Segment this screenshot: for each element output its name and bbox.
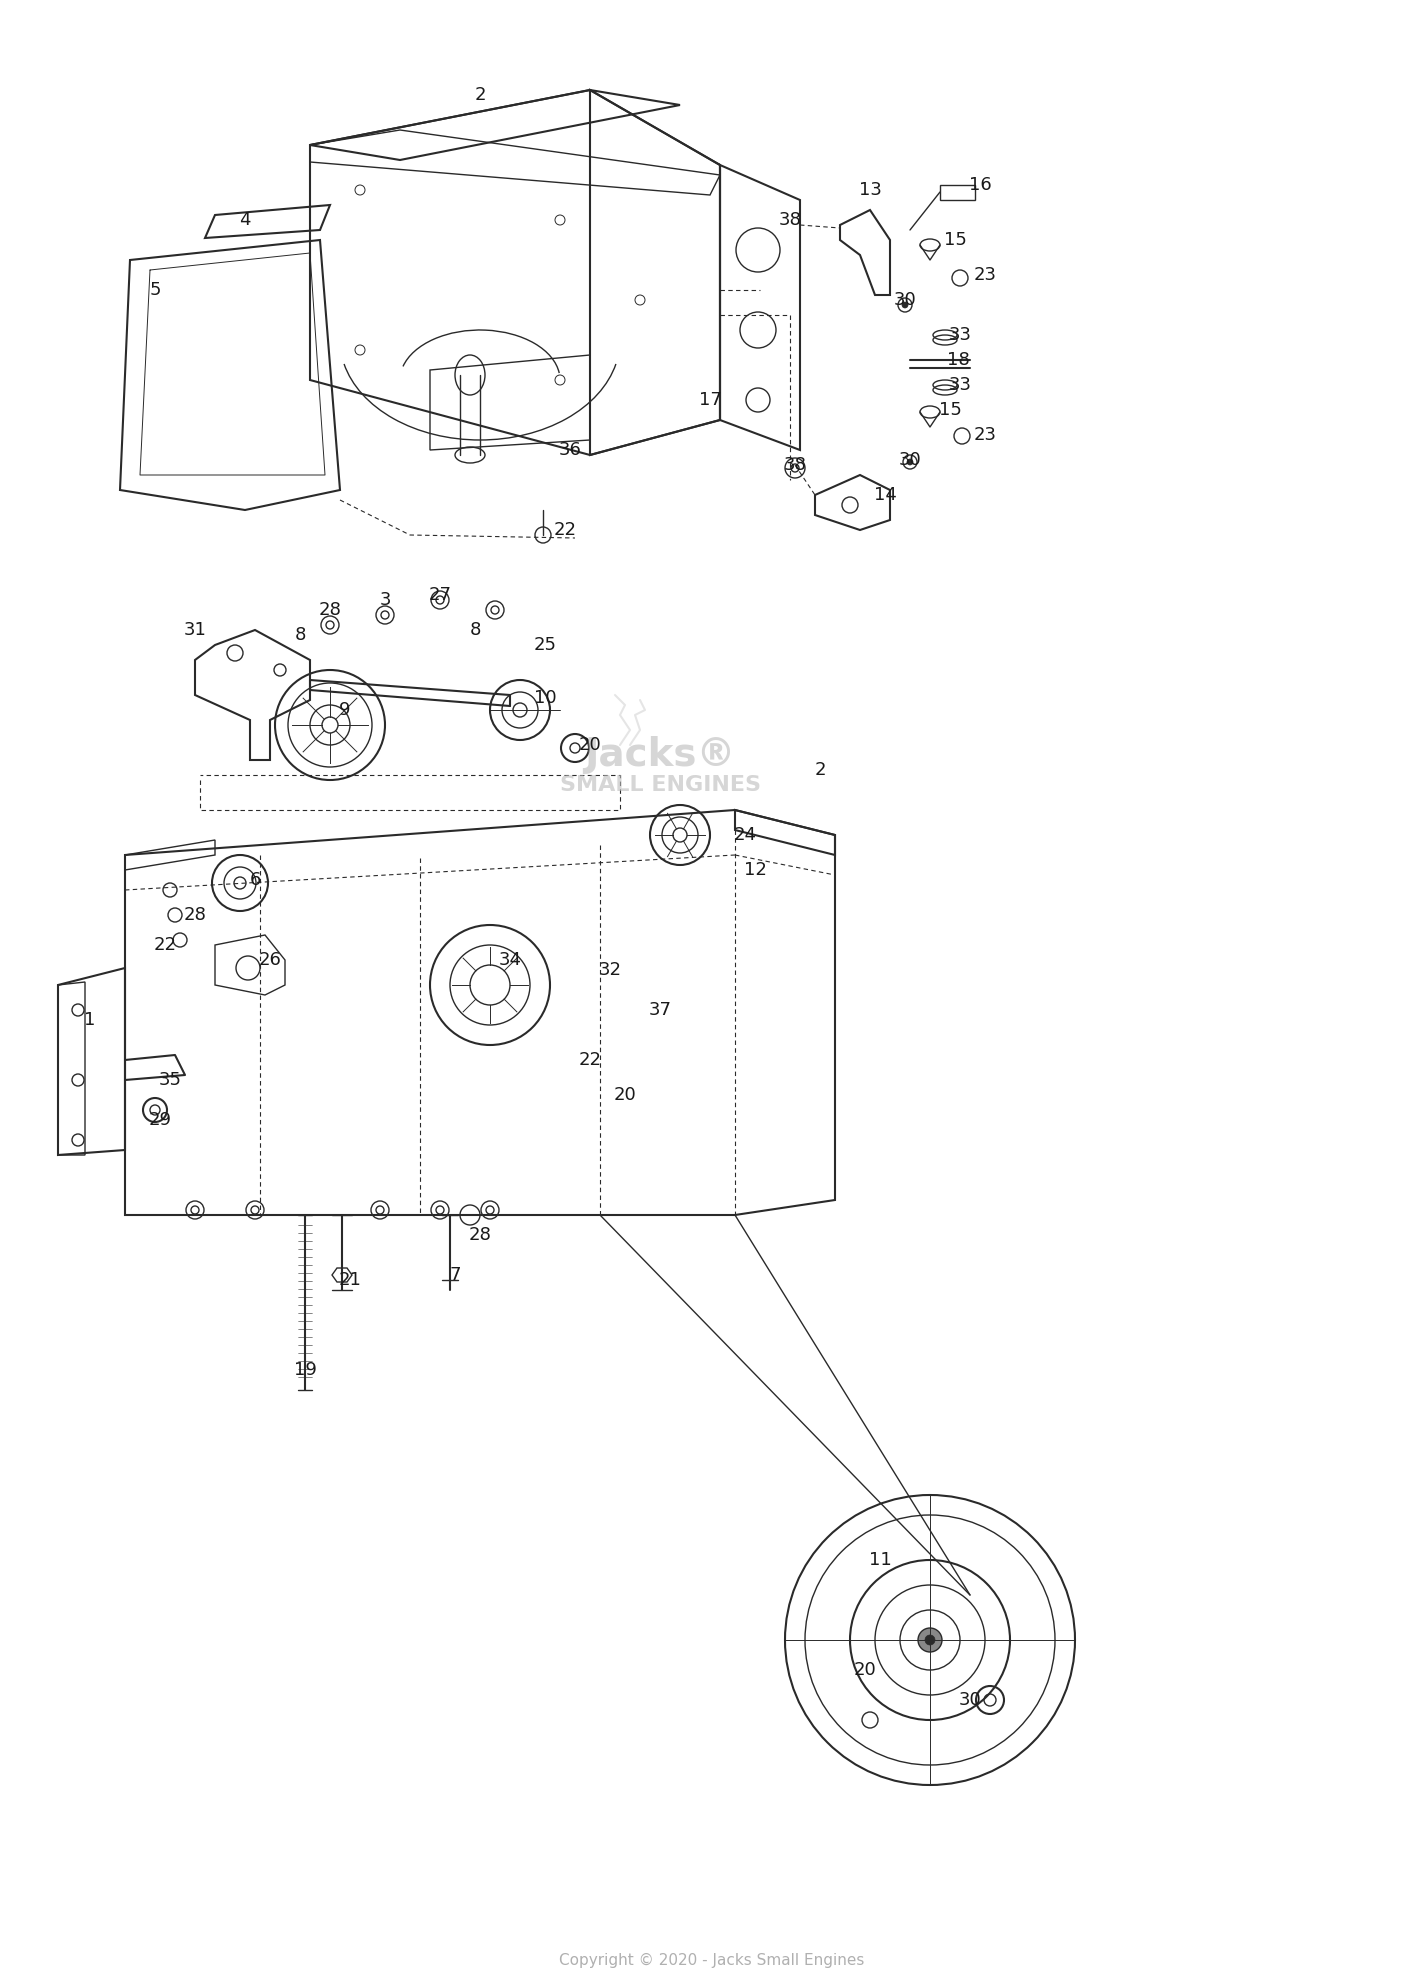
Text: 2: 2 (474, 85, 485, 103)
Text: 6: 6 (249, 871, 260, 889)
Text: 31: 31 (184, 620, 206, 638)
Text: 33: 33 (949, 376, 972, 394)
Text: 4: 4 (239, 211, 250, 229)
Text: 14: 14 (874, 485, 896, 505)
Circle shape (918, 1628, 942, 1652)
Text: 28: 28 (468, 1227, 491, 1244)
Text: 38: 38 (784, 455, 807, 473)
Text: 15: 15 (939, 402, 962, 419)
Text: 35: 35 (158, 1072, 182, 1089)
Text: 5: 5 (149, 280, 161, 298)
Text: 16: 16 (969, 177, 992, 195)
Text: 33: 33 (949, 326, 972, 344)
Text: 36: 36 (559, 441, 582, 459)
Text: 21: 21 (339, 1270, 361, 1288)
Text: 23: 23 (973, 266, 996, 284)
Text: 19: 19 (293, 1362, 316, 1380)
Text: 27: 27 (428, 586, 451, 604)
Text: 30: 30 (959, 1692, 982, 1710)
Circle shape (902, 302, 908, 308)
Text: 20: 20 (854, 1662, 877, 1680)
Text: 20: 20 (613, 1085, 636, 1103)
Text: 23: 23 (973, 425, 996, 443)
Text: 22: 22 (554, 521, 576, 539)
Text: SMALL ENGINES: SMALL ENGINES (559, 775, 760, 795)
Text: Copyright © 2020 - Jacks Small Engines: Copyright © 2020 - Jacks Small Engines (559, 1952, 864, 1968)
Text: 8: 8 (470, 620, 481, 638)
Text: 30: 30 (894, 290, 916, 308)
Text: 24: 24 (733, 825, 757, 845)
Text: 2: 2 (814, 761, 825, 779)
Text: 18: 18 (946, 352, 969, 370)
Text: 7: 7 (450, 1266, 461, 1284)
Circle shape (925, 1634, 935, 1644)
Text: 28: 28 (319, 600, 342, 618)
Text: 15: 15 (943, 231, 966, 248)
Text: 34: 34 (498, 950, 521, 968)
Circle shape (906, 459, 914, 465)
Text: 12: 12 (744, 861, 767, 879)
Text: 17: 17 (699, 392, 721, 410)
Text: 22: 22 (579, 1052, 602, 1070)
Text: 20: 20 (579, 736, 602, 753)
Text: 38: 38 (778, 211, 801, 229)
Text: 37: 37 (649, 1002, 672, 1020)
Text: 28: 28 (184, 907, 206, 924)
Text: 25: 25 (534, 636, 556, 654)
Text: 9: 9 (339, 702, 350, 720)
Text: 8: 8 (295, 626, 306, 644)
Text: 29: 29 (148, 1111, 172, 1129)
Text: 26: 26 (259, 950, 282, 968)
Text: 13: 13 (858, 181, 881, 199)
Text: 11: 11 (868, 1551, 891, 1569)
Text: 1: 1 (84, 1012, 95, 1030)
Text: 10: 10 (534, 690, 556, 708)
Text: 22: 22 (154, 936, 176, 954)
Text: Jacks®: Jacks® (585, 736, 736, 773)
Text: 30: 30 (899, 451, 921, 469)
Text: 32: 32 (599, 960, 622, 978)
Text: 3: 3 (380, 590, 391, 608)
